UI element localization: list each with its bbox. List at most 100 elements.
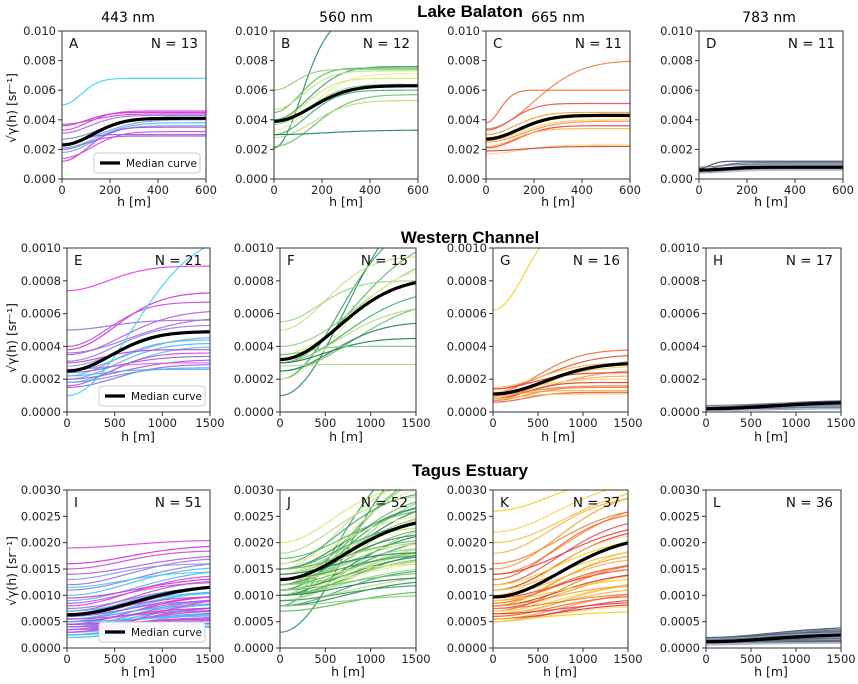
y-tick-label-f-5: 0.0010 — [234, 241, 274, 255]
y-tick-label-b-0: 0.000 — [235, 172, 268, 186]
x-tick-label-k-2: 1000 — [568, 652, 597, 666]
median-curve-l — [706, 633, 841, 644]
x-tick-label-l-2: 1000 — [781, 652, 810, 666]
y-tick-label-d-3: 0.006 — [660, 83, 693, 97]
variogram-curve-i-8 — [67, 567, 210, 596]
y-tick-label-l-1: 0.0005 — [660, 615, 700, 629]
curves-e — [67, 248, 210, 397]
variogram-curve-c-6 — [486, 119, 630, 142]
variogram-curve-k-21 — [493, 569, 628, 599]
variogram-curve-e-16 — [67, 359, 210, 380]
variogram-curve-k-8 — [493, 514, 628, 581]
y-tick-label-g-0: 0.0000 — [447, 405, 487, 419]
variogram-curve-i-14 — [67, 582, 210, 604]
variogram-curve-e-13 — [67, 349, 210, 364]
variogram-curve-b-3 — [274, 67, 418, 113]
variogram-curve-i-2 — [67, 545, 210, 565]
y-tick-label-a-5: 0.010 — [23, 24, 56, 38]
panel-letter-f: F — [287, 253, 295, 269]
variogram-curve-k-37 — [493, 611, 628, 620]
x-axis-label-j: h [m] — [331, 664, 365, 679]
x-tick-label-g-1: 500 — [527, 416, 549, 430]
x-tick-label-e-0: 0 — [63, 416, 70, 430]
wavelength-header-783: 783 nm — [742, 10, 796, 26]
median-curve-d — [699, 165, 843, 172]
variogram-curve-j-27 — [280, 540, 416, 570]
y-tick-label-k-5: 0.0025 — [447, 509, 487, 523]
variogram-curve-l-1 — [706, 627, 841, 639]
variogram-curve-j-52 — [280, 595, 416, 607]
variogram-curve-a-12 — [62, 135, 206, 150]
legend-box-e — [98, 385, 206, 407]
sample-count-c: N = 11 — [575, 36, 622, 52]
x-tick-label-g-2: 1000 — [568, 416, 597, 430]
median-curve-a — [62, 116, 206, 147]
y-tick-label-l-4: 0.0020 — [660, 536, 700, 550]
y-tick-label-l-2: 0.0010 — [660, 588, 700, 602]
variogram-curve-j-11 — [280, 496, 416, 554]
panel-h: 0 500 1000 1500 0.0000 0.0002 0.0004 0.0006 0.00… — [660, 241, 856, 430]
x-tick-label-b-3: 600 — [407, 183, 429, 197]
variogram-curve-c-4 — [486, 111, 630, 136]
y-tick-label-j-5: 0.0025 — [234, 509, 274, 523]
x-axis-label-k: h [m] — [543, 664, 577, 679]
x-tick-label-h-1: 500 — [740, 416, 762, 430]
variogram-curve-g-5 — [493, 362, 628, 388]
x-tick-label-a-3: 600 — [195, 183, 217, 197]
variogram-curve-j-42 — [280, 563, 416, 591]
y-tick-label-f-1: 0.0002 — [234, 372, 274, 386]
panel-letter-h: H — [713, 253, 723, 269]
axes-frame-a — [61, 30, 207, 180]
y-tick-label-e-1: 0.0002 — [21, 372, 61, 386]
panel-g: 0 500 1000 1500 0.0000 0.0002 0.0004 0.0006 0.00… — [447, 241, 643, 430]
sample-count-a: N = 13 — [151, 36, 198, 52]
y-tick-label-h-2: 0.0004 — [660, 339, 700, 353]
y-tick-label-a-1: 0.002 — [23, 142, 56, 156]
variogram-curve-k-34 — [493, 602, 628, 615]
x-tick-label-i-3: 1500 — [195, 652, 224, 666]
sample-count-l: N = 36 — [786, 495, 833, 511]
variogram-curve-c-7 — [486, 120, 630, 143]
legend-box-a — [93, 152, 201, 174]
panel-letter-e: E — [74, 253, 83, 269]
variogram-curve-i-34 — [67, 610, 210, 620]
x-axis-labels: h [m] h [m] h [m] h [m] h [m] h [m] h [m… — [117, 194, 788, 679]
variogram-curve-e-3 — [67, 301, 210, 347]
axes-frame-b — [273, 30, 419, 180]
x-tick-label-b-0: 0 — [270, 183, 277, 197]
y-tick-label-e-5: 0.0010 — [21, 241, 61, 255]
y-tick-label-h-4: 0.0008 — [660, 274, 700, 288]
x-tick-label-e-1: 500 — [104, 416, 126, 430]
variogram-curve-e-17 — [67, 362, 210, 370]
x-axis-label-c: h [m] — [541, 194, 575, 209]
plot-area-l — [706, 490, 841, 648]
y-tick-label-b-2: 0.004 — [235, 113, 268, 127]
variogram-curve-j-49 — [280, 581, 416, 607]
panel-k: 0 500 1000 1500 0.0000 0.0005 0.0010 0.0015 0.00… — [447, 483, 643, 666]
y-tick-label-e-4: 0.0008 — [21, 274, 61, 288]
x-axis-label-f: h [m] — [329, 429, 363, 444]
panel-l: 0 500 1000 1500 0.0000 0.0005 0.0010 0.0015 0.00… — [660, 483, 856, 666]
panel-letter-d: D — [706, 36, 716, 52]
variogram-curve-e-15 — [67, 355, 210, 374]
variogram-curve-i-12 — [67, 578, 210, 599]
y-tick-label-i-1: 0.0005 — [21, 615, 61, 629]
variogram-curve-i-7 — [67, 563, 210, 581]
x-axis-label-e: h [m] — [121, 429, 155, 444]
variogram-curve-e-2 — [67, 292, 210, 351]
variogram-curve-i-10 — [67, 571, 210, 589]
variogram-curve-k-7 — [493, 511, 628, 565]
x-tick-label-i-2: 1000 — [148, 652, 177, 666]
plot-area-d — [699, 31, 843, 179]
variogram-curve-j-34 — [280, 552, 416, 586]
variogram-curve-c-9 — [486, 128, 630, 148]
variogram-curve-b-7 — [274, 77, 418, 122]
variogram-curve-e-7 — [67, 324, 210, 362]
legend-label-e: Median curve — [131, 391, 202, 403]
variogram-curve-j-36 — [280, 552, 416, 575]
variogram-curve-k-32 — [493, 596, 628, 617]
variogram-curve-i-3 — [67, 550, 210, 570]
panel-e: 0 500 1000 1500 0.0000 0.0002 0.0004 0.0006 0.00… — [21, 241, 225, 430]
x-tick-label-k-1: 500 — [527, 652, 549, 666]
sample-count-j: N = 52 — [361, 495, 408, 511]
